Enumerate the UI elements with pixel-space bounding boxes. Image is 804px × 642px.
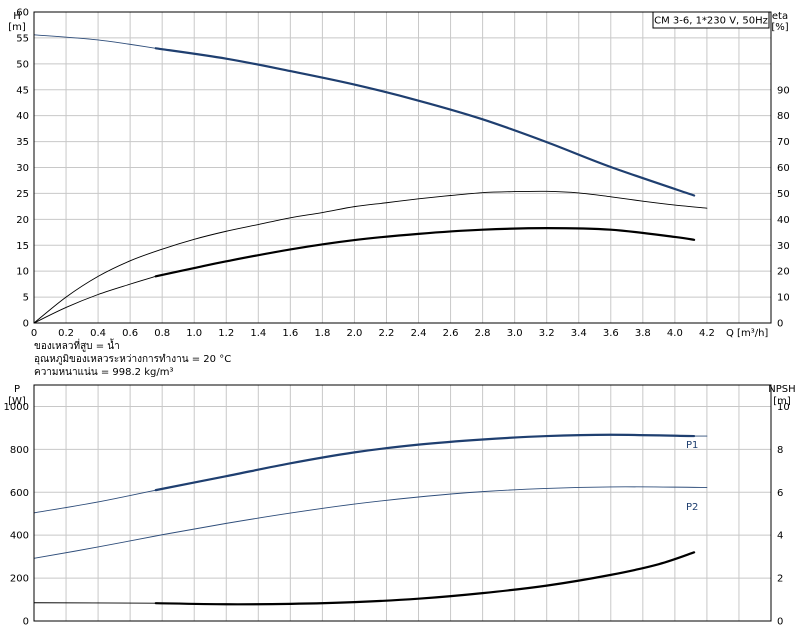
efficiency-tick-label: 70: [777, 137, 790, 148]
efficiency-tick-label: 30: [777, 241, 790, 252]
performance-series-3-line: [34, 276, 156, 323]
note-liquid: ของเหลวที่สูบ = น้ำ: [34, 338, 120, 352]
power-series-0-line: [34, 490, 156, 513]
performance-series-2-line: [34, 191, 707, 323]
flow-tick-label: 1.2: [218, 328, 234, 339]
chart-title: CM 3-6, 1*230 V, 50Hz: [654, 16, 768, 27]
power-tick-label: 400: [10, 531, 29, 542]
flow-tick-label: 3.0: [507, 328, 523, 339]
flow-tick-label: 2.2: [379, 328, 395, 339]
performance-series-0-line: [34, 35, 156, 48]
head-tick-label: 30: [16, 163, 29, 174]
flow-tick-label: 1.8: [314, 328, 330, 339]
head-tick-label: 20: [16, 215, 29, 226]
npsh-axis-label: NPSH: [768, 384, 795, 395]
flow-tick-label: 0.6: [122, 328, 138, 339]
flow-tick-label: 2.8: [475, 328, 491, 339]
p1-series-label: P1: [686, 440, 698, 451]
flow-tick-label: 0.2: [58, 328, 74, 339]
flow-tick-label: 3.4: [571, 328, 587, 339]
flow-tick-label: 0.8: [154, 328, 170, 339]
efficiency-tick-label: 20: [777, 267, 790, 278]
head-tick-label: 40: [16, 111, 29, 122]
power-series-3-line: [34, 487, 707, 559]
npsh-axis-unit: [m]: [773, 396, 791, 407]
flow-tick-label: 2.4: [411, 328, 427, 339]
flow-tick-label: 0.4: [90, 328, 106, 339]
head-tick-label: 50: [16, 59, 29, 70]
efficiency-tick-label: 80: [777, 111, 790, 122]
flow-tick-label: 3.8: [635, 328, 651, 339]
performance-series-1-line: [156, 48, 694, 195]
npsh-tick-label: 4: [777, 531, 783, 542]
power-tick-label: 0: [23, 617, 29, 628]
npsh-tick-label: 6: [777, 488, 783, 499]
flow-tick-label: 2.6: [443, 328, 459, 339]
npsh-tick-label: 0: [777, 617, 783, 628]
npsh-tick-label: 2: [777, 574, 783, 585]
flow-tick-label: 2.0: [346, 328, 362, 339]
flow-tick-label: 1.4: [250, 328, 266, 339]
bottom-plot-frame: [34, 385, 771, 621]
power-series-1-line: [156, 435, 694, 490]
head-tick-label: 45: [16, 85, 29, 96]
power-axis-unit: [W]: [8, 396, 26, 407]
efficiency-tick-label: 10: [777, 293, 790, 304]
flow-tick-label: 1.6: [282, 328, 298, 339]
flow-tick-label: 4.0: [667, 328, 683, 339]
power-tick-label: 200: [10, 574, 29, 585]
head-tick-label: 0: [23, 319, 29, 330]
head-tick-label: 15: [16, 241, 29, 252]
efficiency-axis-label: eta: [772, 11, 788, 22]
head-tick-label: 5: [23, 293, 29, 304]
efficiency-axis-unit: [%]: [771, 22, 788, 33]
flow-tick-label: 1.0: [186, 328, 202, 339]
performance-series-4-line: [156, 228, 694, 276]
p2-series-label: P2: [686, 502, 698, 513]
flow-tick-label: 3.2: [539, 328, 555, 339]
efficiency-tick-label: 60: [777, 163, 790, 174]
head-tick-label: 55: [16, 33, 29, 44]
head-tick-label: 10: [16, 267, 29, 278]
flow-axis-label: Q [m³/h]: [726, 328, 768, 339]
power-tick-label: 800: [10, 445, 29, 456]
note-density: ความหนาแน่น = 998.2 kg/m³: [34, 367, 173, 378]
head-axis-unit: [m]: [8, 22, 26, 33]
power-tick-label: 600: [10, 488, 29, 499]
note-temperature: อุณหภูมิของเหลวระหว่างการทำงาน = 20 °C: [34, 354, 231, 365]
flow-tick-label: 0: [31, 328, 37, 339]
power-axis-label: P: [14, 384, 20, 395]
efficiency-tick-label: 90: [777, 85, 790, 96]
head-tick-label: 25: [16, 189, 29, 200]
efficiency-tick-label: 50: [777, 189, 790, 200]
flow-tick-label: 3.6: [603, 328, 619, 339]
efficiency-tick-label: 40: [777, 215, 790, 226]
efficiency-tick-label: 0: [777, 319, 783, 330]
head-tick-label: 35: [16, 137, 29, 148]
flow-tick-label: 4.2: [699, 328, 715, 339]
npsh-tick-label: 8: [777, 445, 783, 456]
head-axis-label: H: [13, 11, 21, 22]
